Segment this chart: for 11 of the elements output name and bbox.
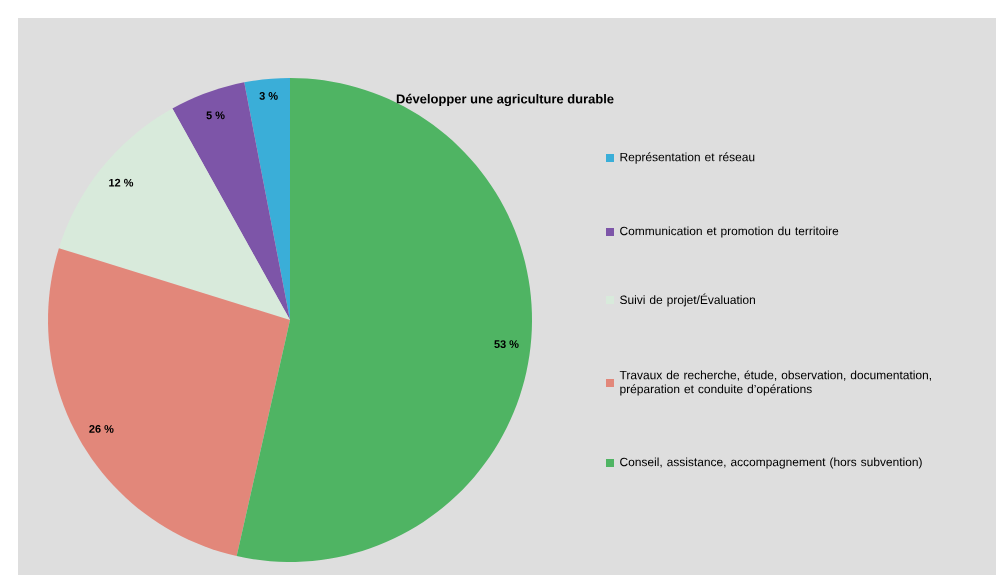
legend-label: Suivi de projet/Évaluation [620,293,755,307]
data-label: 5 % [206,111,225,120]
data-label: 3 % [259,92,278,100]
legend-label: Communication et promotion du territoire [620,226,839,238]
legend-label: Représentation et réseau [620,152,755,164]
text: Développer une agriculture durable [396,93,614,107]
legend-label: Conseil, assistance, accompagnement (hors subvention) [620,457,922,469]
data-label: 26 % [89,425,114,433]
data-label: 53 % [494,340,519,349]
data-label: 12 % [109,178,134,187]
legend-label: Travaux de recherche, étude, observation, documentation, préparation et conduite d’opérations [619,370,931,396]
